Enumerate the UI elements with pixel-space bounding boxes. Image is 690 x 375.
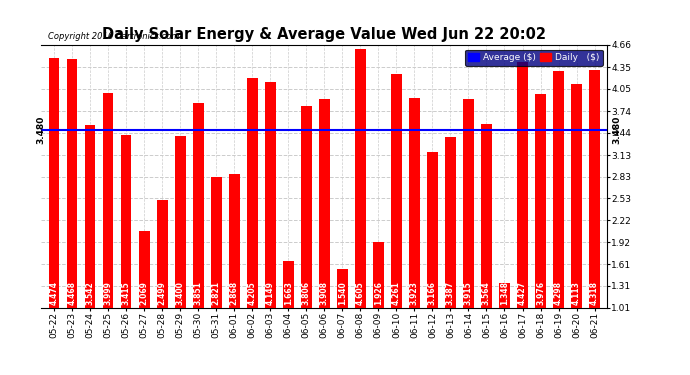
Text: 4.427: 4.427 xyxy=(518,281,527,305)
Bar xyxy=(229,174,239,308)
Bar xyxy=(157,200,168,308)
Text: 3.908: 3.908 xyxy=(319,281,329,305)
Bar xyxy=(589,70,600,308)
Text: 2.821: 2.821 xyxy=(212,281,221,305)
Bar xyxy=(139,231,150,308)
Title: Daily Solar Energy & Average Value Wed Jun 22 20:02: Daily Solar Energy & Average Value Wed J… xyxy=(102,27,546,42)
Text: 4.113: 4.113 xyxy=(572,282,581,305)
Text: 3.915: 3.915 xyxy=(464,282,473,305)
Bar xyxy=(535,94,546,308)
Bar xyxy=(265,82,275,308)
Bar xyxy=(48,58,59,308)
Bar xyxy=(103,93,113,308)
Text: 4.205: 4.205 xyxy=(248,282,257,305)
Bar xyxy=(85,125,95,308)
Text: Copyright 2016 Cartronics.com: Copyright 2016 Cartronics.com xyxy=(48,32,179,41)
Text: 3.480: 3.480 xyxy=(613,116,622,144)
Text: 3.415: 3.415 xyxy=(121,282,130,305)
Bar xyxy=(499,283,510,308)
Text: 2.499: 2.499 xyxy=(157,282,166,305)
Text: 4.298: 4.298 xyxy=(554,281,563,305)
Bar xyxy=(409,98,420,308)
Legend: Average ($), Daily   ($): Average ($), Daily ($) xyxy=(465,50,602,66)
Bar xyxy=(210,177,221,308)
Bar xyxy=(319,99,330,308)
Text: 3.999: 3.999 xyxy=(104,282,112,305)
Bar xyxy=(67,59,77,308)
Bar xyxy=(517,62,528,308)
Text: 3.480: 3.480 xyxy=(36,116,45,144)
Bar xyxy=(481,124,492,308)
Bar xyxy=(355,49,366,308)
Text: 2.069: 2.069 xyxy=(139,282,148,305)
Text: 1.348: 1.348 xyxy=(500,281,509,305)
Bar xyxy=(373,242,384,308)
Text: 3.976: 3.976 xyxy=(536,281,545,305)
Bar xyxy=(301,106,312,308)
Text: 1.926: 1.926 xyxy=(374,282,383,305)
Text: 4.149: 4.149 xyxy=(266,282,275,305)
Bar xyxy=(283,261,294,308)
Bar xyxy=(427,153,438,308)
Text: 1.663: 1.663 xyxy=(284,282,293,305)
Bar xyxy=(463,99,474,308)
Text: 3.564: 3.564 xyxy=(482,282,491,305)
Bar xyxy=(391,74,402,308)
Bar xyxy=(445,136,456,308)
Bar xyxy=(337,269,348,308)
Text: 4.474: 4.474 xyxy=(50,281,59,305)
Text: 3.387: 3.387 xyxy=(446,281,455,305)
Text: 3.806: 3.806 xyxy=(302,281,310,305)
Bar xyxy=(553,71,564,308)
Text: 4.261: 4.261 xyxy=(392,282,401,305)
Text: 3.400: 3.400 xyxy=(176,282,185,305)
Text: 2.868: 2.868 xyxy=(230,281,239,305)
Bar xyxy=(175,136,186,308)
Text: 3.166: 3.166 xyxy=(428,282,437,305)
Bar xyxy=(121,135,132,308)
Text: 4.605: 4.605 xyxy=(356,282,365,305)
Text: 4.468: 4.468 xyxy=(68,281,77,305)
Text: 3.923: 3.923 xyxy=(410,282,419,305)
Bar xyxy=(571,84,582,308)
Bar xyxy=(193,103,204,308)
Text: 3.851: 3.851 xyxy=(194,282,203,305)
Text: 3.542: 3.542 xyxy=(86,282,95,305)
Text: 1.540: 1.540 xyxy=(338,282,347,305)
Bar xyxy=(247,78,257,308)
Text: 4.318: 4.318 xyxy=(590,281,599,305)
